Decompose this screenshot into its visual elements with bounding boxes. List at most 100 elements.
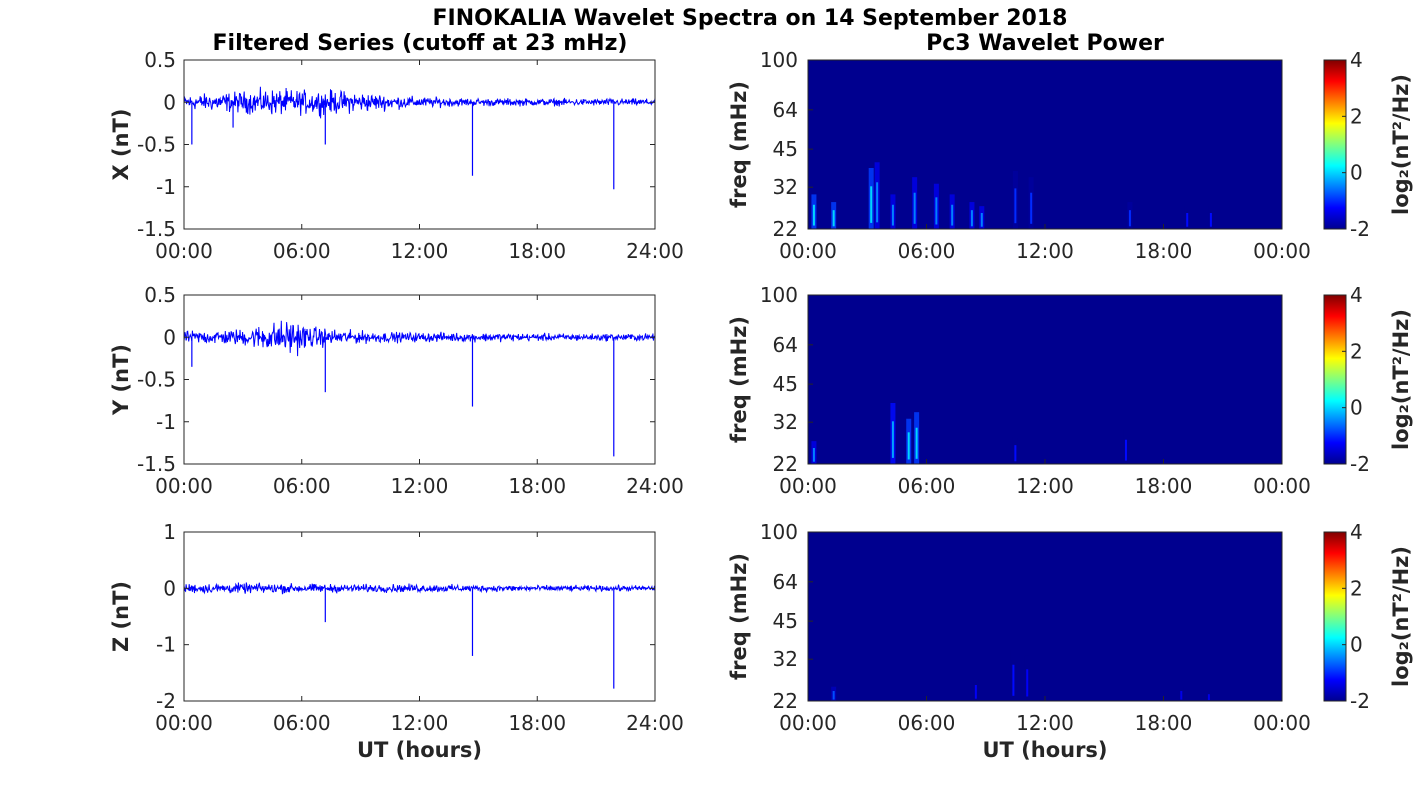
left-column-title: Filtered Series (cutoff at 23 mHz)	[213, 31, 628, 56]
y-axis-label: Y (nT)	[109, 344, 133, 416]
y-tick-label: 64	[773, 333, 798, 357]
plot-area	[184, 295, 655, 464]
spectrogram-background	[808, 532, 1282, 701]
colorbar-label: log₂(nT²/Hz)	[1389, 309, 1413, 450]
colorbar-tick-label: 0	[1350, 396, 1363, 420]
x-tick-label: 06:00	[273, 711, 331, 735]
power-streak-core	[974, 684, 977, 699]
x-tick-label: 12:00	[391, 711, 449, 735]
y-tick-label: -1	[156, 633, 176, 657]
x-tick-label: 24:00	[626, 711, 684, 735]
y-tick-label: 22	[773, 689, 798, 713]
right-column-title: Pc3 Wavelet Power	[926, 31, 1164, 56]
x-axis-label: UT (hours)	[982, 738, 1107, 762]
power-streak-core	[1180, 691, 1183, 700]
colorbar-label: log₂(nT²/Hz)	[1389, 74, 1413, 215]
colorbar-tick-label: -2	[1350, 689, 1370, 713]
y-tick-label: -1	[156, 175, 176, 199]
x-tick-label: 00:00	[155, 711, 213, 735]
power-streak-core	[935, 197, 938, 225]
colorbar	[1323, 531, 1347, 702]
y-axis-label: Z (nT)	[109, 581, 133, 652]
power-streak-core	[812, 447, 815, 462]
plot-area	[184, 532, 655, 701]
y-tick-label: 64	[773, 570, 798, 594]
plot-area	[184, 60, 655, 229]
spectrogram-background	[808, 295, 1282, 464]
x-tick-label: 12:00	[391, 239, 449, 263]
x-tick-label: 00:00	[155, 474, 213, 498]
colorbar-tick-label: 4	[1350, 48, 1363, 72]
power-streak-core	[915, 427, 918, 459]
y-tick-label: -1	[156, 410, 176, 434]
x-tick-label: 00:00	[779, 474, 837, 498]
x-tick-label: 00:00	[779, 711, 837, 735]
colorbar-tick-label: 2	[1350, 104, 1363, 128]
power-streak-core	[951, 204, 954, 226]
series-panel-1: -1.5 -1 -0.5 0 0.5 00:00 06:00 12:00 18:00 24:00 X…	[109, 48, 684, 263]
spectrogram-background	[808, 60, 1282, 229]
x-tick-label: 00:00	[1253, 239, 1311, 263]
y-axis-label: freq (mHz)	[727, 316, 751, 443]
x-axis-label: UT (hours)	[357, 738, 482, 762]
power-streak-core	[1186, 212, 1189, 227]
power-streak-core	[1014, 188, 1017, 224]
colorbar-tick-label: 0	[1350, 633, 1363, 657]
power-streak-core	[1014, 445, 1017, 462]
trace-line	[183, 86, 656, 119]
x-tick-label: 24:00	[626, 239, 684, 263]
y-tick-label: 100	[760, 48, 798, 72]
power-streak-core	[1026, 669, 1029, 697]
y-tick-label: 32	[773, 410, 798, 434]
y-tick-label: 32	[773, 175, 798, 199]
x-tick-label: 00:00	[155, 239, 213, 263]
colorbar-tick-label: 0	[1350, 161, 1363, 185]
y-tick-label: -0.5	[137, 133, 176, 157]
colorbar-label: log₂(nT²/Hz)	[1389, 546, 1413, 687]
x-tick-label: 06:00	[273, 239, 331, 263]
power-streak-core	[812, 204, 815, 226]
x-tick-label: 18:00	[1135, 711, 1193, 735]
colorbar	[1323, 294, 1347, 465]
x-tick-label: 18:00	[1135, 239, 1193, 263]
colorbar-tick-label: 4	[1350, 283, 1363, 307]
power-streak-core	[1209, 212, 1212, 227]
x-tick-label: 06:00	[273, 474, 331, 498]
power-streak-core	[870, 186, 873, 223]
power-streak-core	[1030, 192, 1033, 224]
power-streak-core	[876, 182, 879, 223]
y-tick-label: 0	[163, 90, 176, 114]
series-panel-2: -1.5 -1 -0.5 0 0.5 00:00 06:00 12:00 18:00 24:00 Y…	[109, 283, 684, 498]
power-streak-core	[980, 212, 983, 227]
x-tick-label: 06:00	[898, 474, 956, 498]
power-streak-core	[1012, 664, 1015, 696]
power-streak-core	[913, 192, 916, 224]
y-tick-label: 0.5	[144, 283, 176, 307]
x-tick-label: 18:00	[508, 474, 566, 498]
y-tick-label: 45	[773, 137, 798, 161]
y-tick-label: 32	[773, 647, 798, 671]
x-tick-label: 00:00	[1253, 474, 1311, 498]
power-streak-core	[1124, 439, 1127, 461]
colorbar-tick-label: 2	[1350, 576, 1363, 600]
colorbar-tick-label: 4	[1350, 520, 1363, 544]
y-tick-label: 22	[773, 452, 798, 476]
power-streak-core	[832, 691, 835, 700]
power-streak-core	[1128, 210, 1131, 227]
x-tick-label: 00:00	[779, 239, 837, 263]
power-streak-core	[1207, 694, 1210, 701]
series-panel-3: -2 -1 0 1 00:00 06:00 12:00 18:00 24:00 Z (nT) UT …	[109, 520, 684, 762]
trace-line	[183, 582, 656, 595]
y-tick-label: 45	[773, 609, 798, 633]
y-tick-label: 0	[163, 576, 176, 600]
power-streak-core	[907, 432, 910, 460]
y-tick-label: 100	[760, 520, 798, 544]
x-tick-label: 00:00	[1253, 711, 1311, 735]
y-tick-label: 22	[773, 217, 798, 241]
y-tick-label: 0.5	[144, 48, 176, 72]
y-tick-label: 45	[773, 372, 798, 396]
